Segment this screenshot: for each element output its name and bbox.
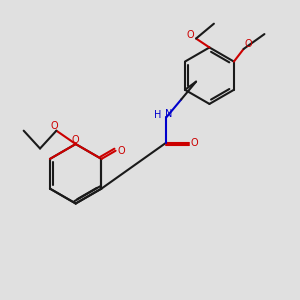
Text: O: O (187, 30, 194, 40)
Text: O: O (72, 135, 80, 145)
Text: O: O (117, 146, 125, 156)
Text: O: O (50, 121, 58, 131)
Text: N: N (165, 109, 172, 119)
Text: O: O (244, 39, 252, 49)
Text: H: H (154, 110, 162, 120)
Text: O: O (190, 138, 198, 148)
